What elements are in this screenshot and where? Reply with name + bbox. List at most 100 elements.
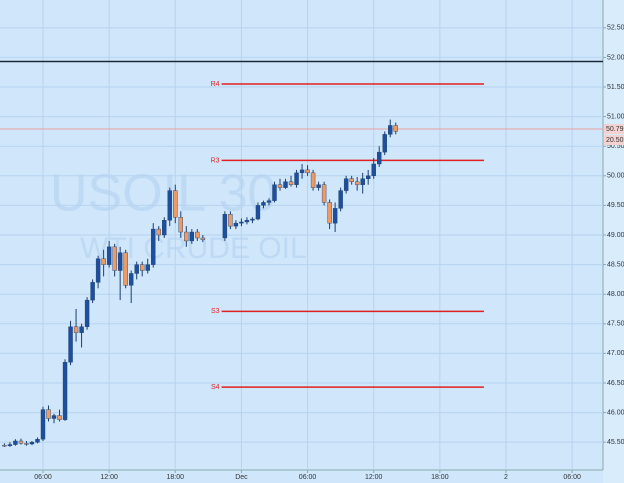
candle-body <box>46 409 51 419</box>
candle-body <box>255 205 261 220</box>
candle-body <box>13 440 18 445</box>
candle-body <box>151 228 156 265</box>
candle-body <box>277 184 283 188</box>
candle-body <box>261 202 266 206</box>
candle-body <box>101 258 106 265</box>
timer-label: 20.50 <box>606 137 624 144</box>
candle-body <box>377 151 382 165</box>
candle-body <box>239 221 244 224</box>
candle-body <box>173 190 178 218</box>
timer-box <box>604 135 624 146</box>
candle-body <box>371 163 376 177</box>
candle-body <box>18 440 24 444</box>
pivot-label: R4 <box>211 81 220 88</box>
y-tick-label: 50.50 <box>607 143 624 150</box>
x-tick-label: 12:00 <box>100 474 118 481</box>
x-tick-label: 06:00 <box>563 474 581 481</box>
y-tick-label: 47.00 <box>607 350 624 357</box>
candle-body <box>90 282 95 301</box>
pivot-label: R3 <box>211 157 220 164</box>
y-tick-label: 46.00 <box>607 409 624 416</box>
candle-body <box>7 444 13 446</box>
candle-body <box>305 169 310 174</box>
candle-body <box>327 202 332 224</box>
candle-body <box>95 258 101 283</box>
candle-body <box>140 264 145 271</box>
candle-body <box>68 326 73 363</box>
candle-body <box>393 125 398 132</box>
y-tick-label: 52.00 <box>607 54 624 61</box>
candle-body <box>84 299 90 327</box>
candle-body <box>73 326 79 333</box>
candle-body <box>316 184 321 188</box>
candle-body <box>123 252 128 286</box>
candle-body <box>62 362 68 420</box>
y-tick-label: 45.50 <box>607 439 624 446</box>
candle-body <box>156 228 161 236</box>
candle-body <box>57 415 62 420</box>
candle-body <box>189 231 195 242</box>
candle-body <box>338 190 343 209</box>
candle-body <box>112 246 117 271</box>
candle-body <box>51 415 57 419</box>
candle-body <box>294 172 299 185</box>
x-tick-label: 18:00 <box>431 474 449 481</box>
candle-body <box>288 181 294 185</box>
y-tick-label: 49.00 <box>607 232 624 239</box>
candle-body <box>24 443 29 445</box>
candle-body <box>2 444 7 447</box>
candle-body <box>272 184 277 201</box>
candle-body <box>29 441 35 445</box>
candle-body <box>106 246 112 265</box>
candle-body <box>360 178 365 185</box>
y-axis-panel <box>603 0 624 483</box>
x-tick-label: Dec <box>235 474 248 481</box>
y-tick-label: 51.00 <box>607 113 624 120</box>
candle-body <box>200 237 206 240</box>
candle-body <box>349 178 354 182</box>
candle-body <box>79 326 84 333</box>
y-tick-label: 48.50 <box>607 261 624 268</box>
candle-body <box>354 181 360 185</box>
pivot-label: S3 <box>211 308 220 315</box>
y-tick-label: 47.50 <box>607 321 624 328</box>
y-tick-label: 48.00 <box>607 291 624 298</box>
x-tick-label: 12:00 <box>365 474 383 481</box>
candle-body <box>343 178 349 191</box>
price-box <box>604 124 624 135</box>
candle-body <box>250 218 255 221</box>
x-tick-label: 06:00 <box>299 474 317 481</box>
candle-body <box>283 181 288 188</box>
y-tick-label: 51.50 <box>607 84 624 91</box>
price-label: 50.79 <box>606 126 624 133</box>
candle-body <box>167 190 172 221</box>
candle-body <box>332 208 338 224</box>
y-tick-label: 49.50 <box>607 202 624 209</box>
candle-body <box>233 222 239 227</box>
candle-body <box>145 264 150 271</box>
candle-body <box>388 125 393 135</box>
candle-body <box>321 184 327 203</box>
candle-body <box>117 252 123 271</box>
candle-body <box>162 220 167 236</box>
candle-body <box>310 172 316 188</box>
candle-body <box>266 200 272 203</box>
candle-body <box>184 231 189 242</box>
x-tick-label: 2 <box>504 474 508 481</box>
y-tick-label: 50.00 <box>607 173 624 180</box>
pivot-label: S4 <box>211 384 220 391</box>
candle-body <box>178 217 183 233</box>
candle-body <box>222 214 228 239</box>
candle-body <box>195 231 200 239</box>
candle-body <box>35 439 40 443</box>
candle-body <box>228 214 233 227</box>
candle-body <box>382 134 387 153</box>
x-tick-label: 18:00 <box>167 474 185 481</box>
candle-body <box>134 264 139 274</box>
y-tick-label: 52.50 <box>607 25 624 32</box>
y-tick-label: 46.50 <box>607 380 624 387</box>
candle-body <box>365 175 371 179</box>
candle-body <box>128 273 134 286</box>
